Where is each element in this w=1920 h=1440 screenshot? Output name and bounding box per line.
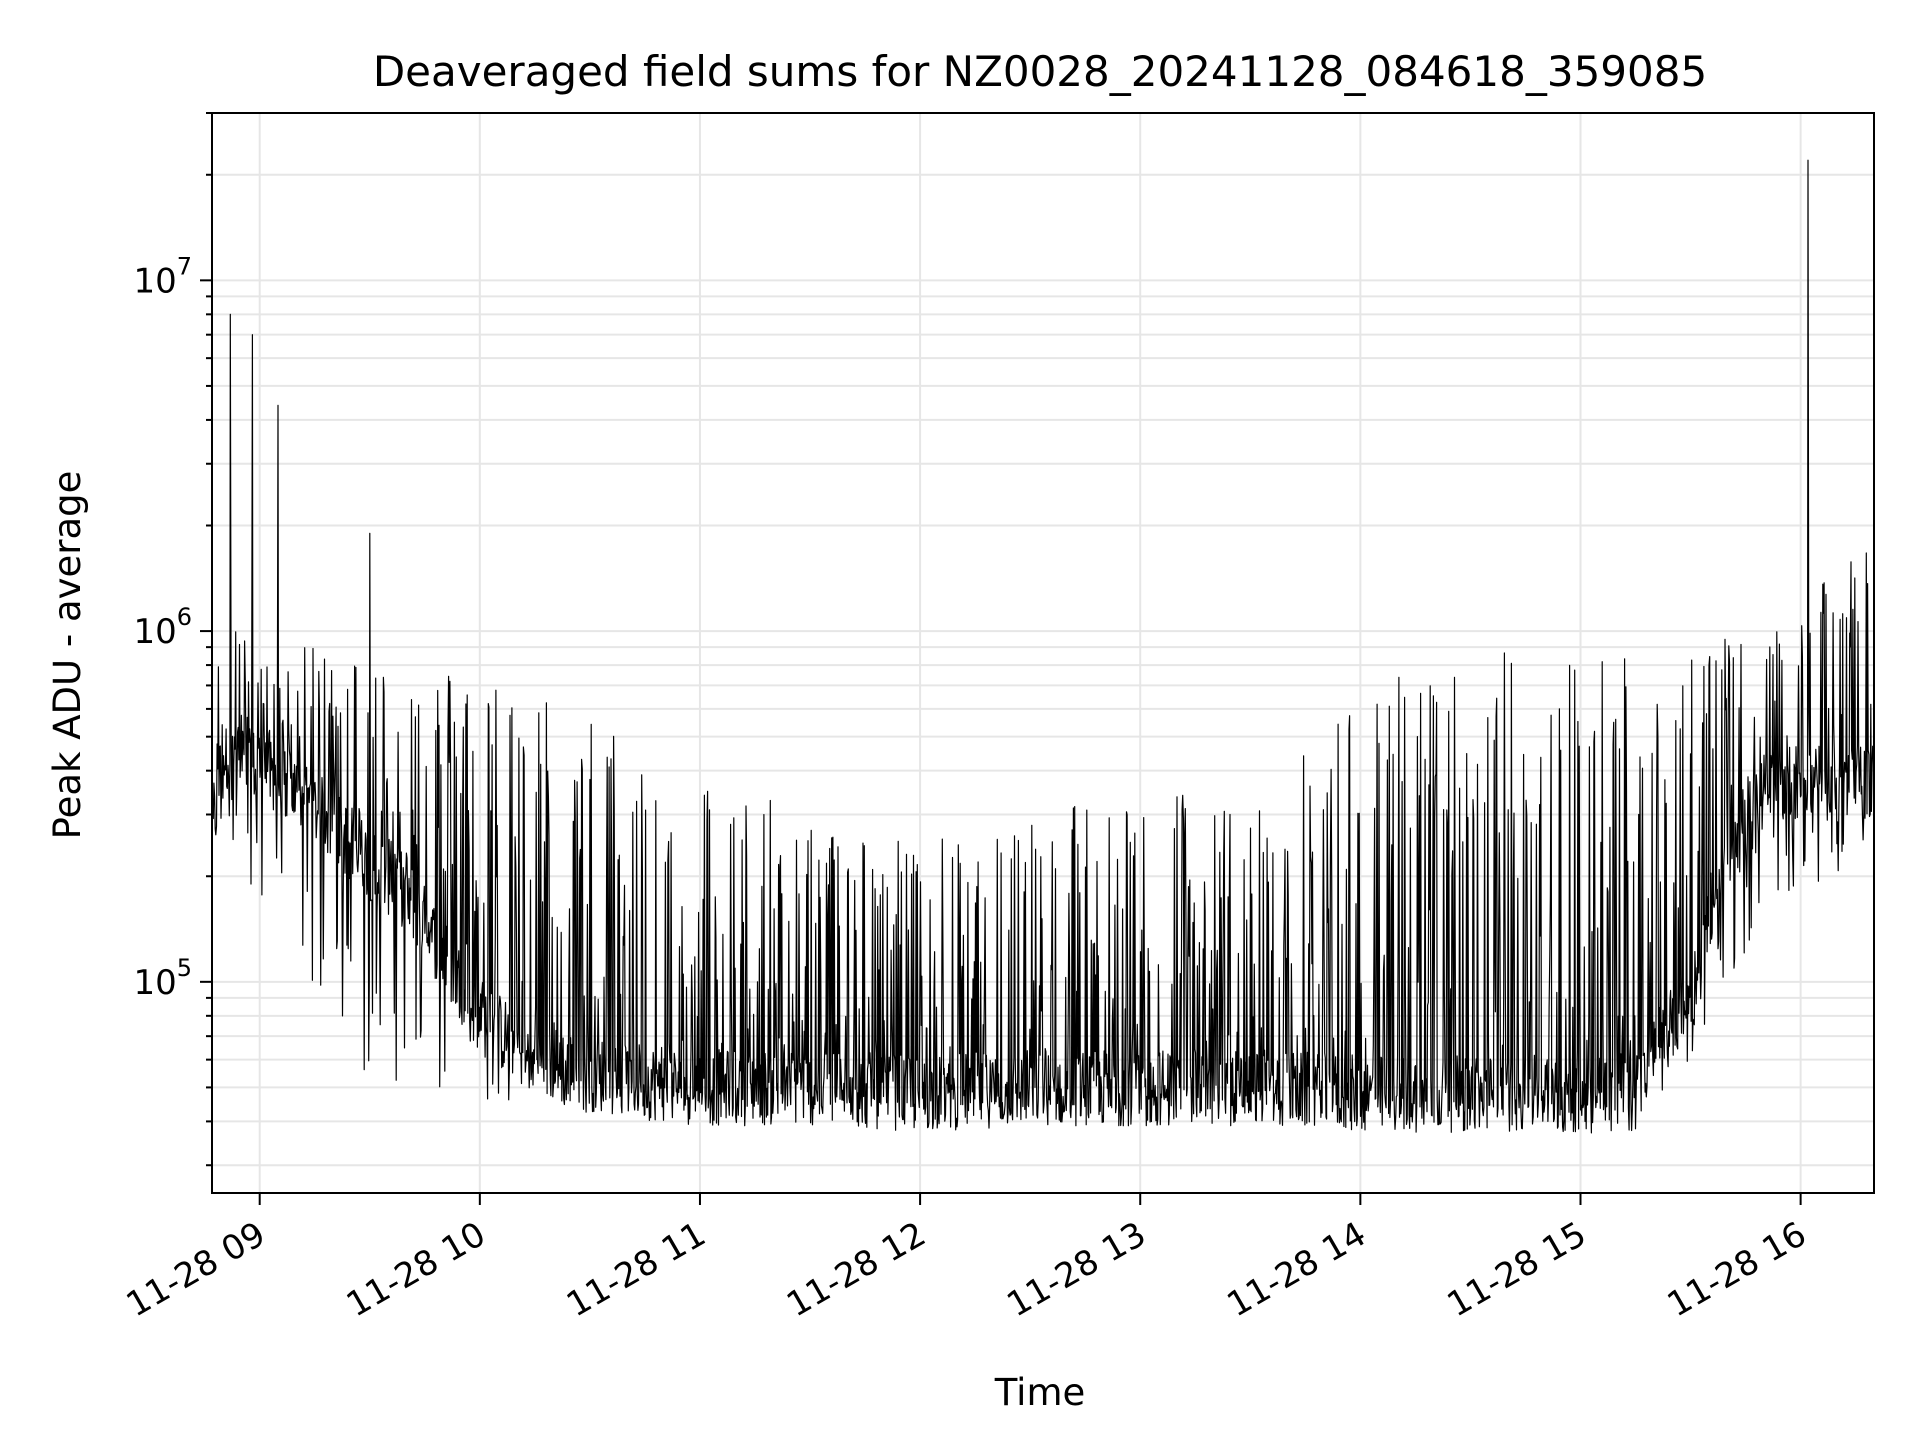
plot-area-frame — [211, 112, 1875, 1194]
x-tick-label: 11-28 15 — [1441, 1214, 1593, 1325]
x-tick-label: 11-28 09 — [120, 1214, 272, 1325]
x-tick-label: 11-28 12 — [780, 1214, 932, 1325]
y-tick-label: 105 — [133, 954, 192, 1003]
chart-title: Deaveraged field sums for NZ0028_2024112… — [373, 47, 1707, 96]
x-tick-label: 11-28 11 — [560, 1214, 712, 1325]
data-series-line — [211, 159, 1875, 1134]
y-tick-label: 107 — [133, 252, 192, 301]
x-tick-label: 11-28 13 — [1000, 1214, 1152, 1325]
x-tick-label: 11-28 10 — [340, 1214, 492, 1325]
y-tick-label: 106 — [133, 603, 192, 652]
x-axis-label: Time — [994, 1371, 1086, 1414]
x-tick-label: 11-28 14 — [1220, 1214, 1372, 1325]
series-layer — [211, 159, 1875, 1134]
y-axis-label: Peak ADU - average — [46, 471, 89, 840]
x-tick-label: 11-28 16 — [1661, 1214, 1813, 1325]
